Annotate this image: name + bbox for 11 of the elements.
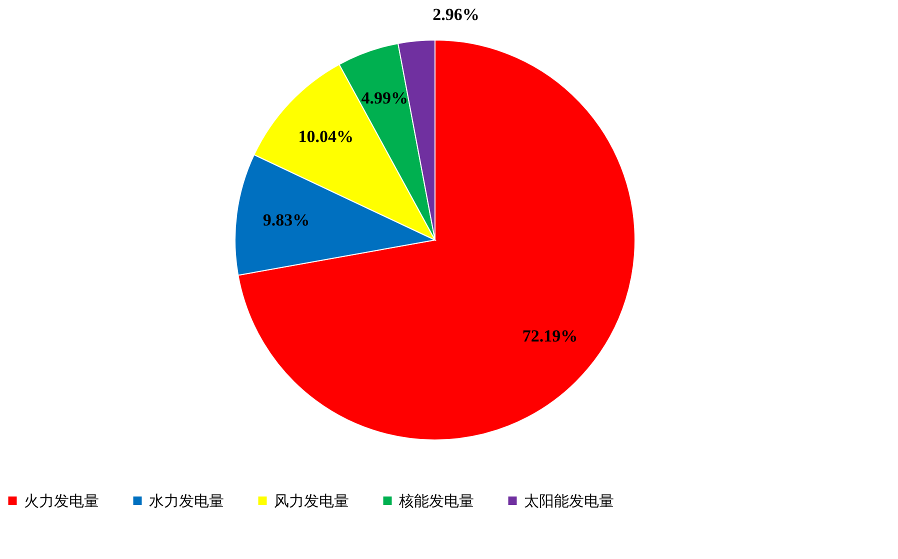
data-label: 2.96% <box>432 4 480 24</box>
legend-label: 风力发电量 <box>274 492 349 510</box>
pie-slice <box>238 40 636 440</box>
data-label: 9.83% <box>262 210 310 230</box>
data-label: 4.99% <box>361 88 408 108</box>
legend-label: 太阳能发电量 <box>524 492 614 510</box>
data-label: 10.04% <box>298 127 354 146</box>
legend-label: 核能发电量 <box>398 492 474 510</box>
legend-label: 火力发电量 <box>24 492 99 510</box>
data-label: 72.19% <box>522 326 578 346</box>
legend-label: 水力发电量 <box>149 492 224 510</box>
